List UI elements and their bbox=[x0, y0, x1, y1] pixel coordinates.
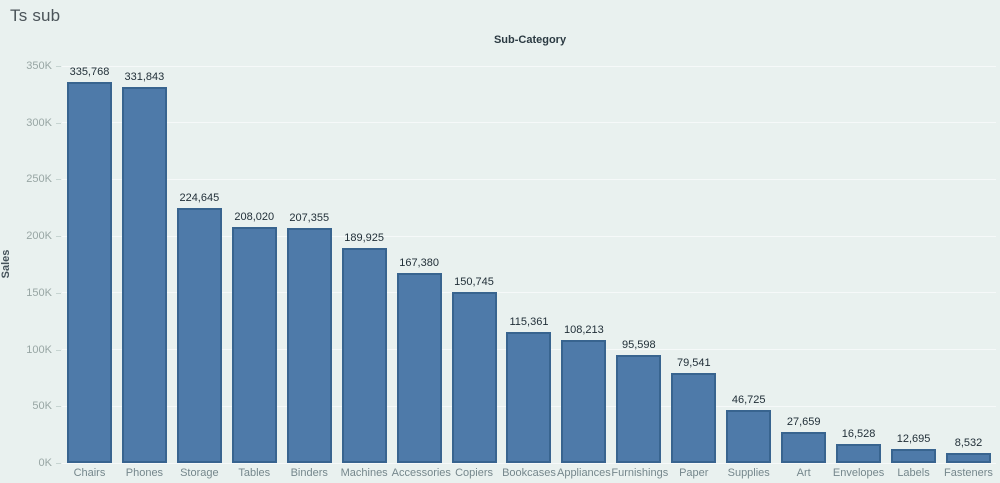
chart-title: Sub-Category bbox=[493, 34, 567, 46]
x-axis: Chairs Phones Storage Tables Binders Machines… bbox=[62, 467, 996, 479]
bar-cell-binders: 207,355 bbox=[282, 66, 337, 463]
bar-value-label: 108,213 bbox=[564, 324, 604, 337]
gridline bbox=[62, 462, 996, 464]
bar-furnishings[interactable] bbox=[616, 354, 662, 463]
bar-value-label: 8,532 bbox=[954, 437, 983, 450]
bar-appliances[interactable] bbox=[561, 340, 607, 463]
x-axis-label-chairs: Chairs bbox=[73, 467, 106, 479]
bar-cell-bookcases: 115,361 bbox=[502, 66, 557, 463]
x-axis-label-accessories: Accessories bbox=[391, 467, 451, 479]
bar-value-label: 27,659 bbox=[786, 415, 821, 428]
bar-value-label: 335,768 bbox=[69, 66, 110, 79]
bar-cell-art: 27,659 bbox=[776, 66, 831, 463]
x-axis-label-binders: Binders bbox=[290, 467, 328, 479]
x-axis-label-machines: Machines bbox=[340, 467, 388, 479]
bar-value-label: 331,843 bbox=[124, 70, 165, 83]
x-axis-label-appliances: Appliances bbox=[556, 467, 611, 479]
x-axis-label-furnishings: Furnishings bbox=[611, 467, 669, 479]
plot-area: 335,768 331,843 224,645 208,020 207,355 189,9… bbox=[62, 65, 996, 464]
bar-cell-copiers: 150,745 bbox=[447, 66, 502, 463]
bar-cell-envelopes: 16,528 bbox=[831, 66, 886, 463]
gridline bbox=[62, 122, 996, 124]
y-axis: 0K 50K 100K 150K 200K 250K 300K 350K bbox=[0, 60, 62, 469]
bar-chairs[interactable] bbox=[66, 82, 112, 463]
bar-value-label: 207,355 bbox=[289, 211, 330, 224]
bar-cell-accessories: 167,380 bbox=[392, 66, 447, 463]
bar-machines[interactable] bbox=[341, 247, 387, 463]
gridline bbox=[62, 235, 996, 237]
y-tick-label: 150K bbox=[26, 286, 52, 299]
bar-value-label: 167,380 bbox=[399, 257, 439, 270]
bar-cell-phones: 331,843 bbox=[117, 66, 172, 463]
bar-fasteners[interactable] bbox=[945, 453, 991, 463]
x-axis-label-copiers: Copiers bbox=[455, 467, 493, 479]
y-tick-label: 250K bbox=[26, 173, 52, 186]
bar-art[interactable] bbox=[781, 431, 827, 463]
bar-cell-paper: 79,541 bbox=[666, 66, 721, 463]
bar-cell-supplies: 46,725 bbox=[721, 66, 776, 463]
bar-supplies[interactable] bbox=[726, 410, 772, 463]
y-tick-label: 0K bbox=[38, 457, 52, 469]
x-axis-label-art: Art bbox=[796, 467, 811, 479]
bar-labels[interactable] bbox=[891, 448, 937, 463]
y-tick-label: 100K bbox=[26, 343, 52, 356]
sheet-title: Ts sub bbox=[10, 6, 61, 25]
x-axis-label-storage: Storage bbox=[180, 467, 219, 479]
bar-cell-chairs: 335,768 bbox=[62, 66, 117, 463]
bar-copiers[interactable] bbox=[451, 292, 497, 463]
y-tick-label: 50K bbox=[32, 400, 52, 413]
bar-binders[interactable] bbox=[286, 227, 332, 463]
bar-paper[interactable] bbox=[671, 372, 717, 463]
gridline bbox=[62, 178, 996, 180]
x-axis-label-paper: Paper bbox=[679, 467, 709, 479]
bar-value-label: 189,925 bbox=[344, 231, 385, 244]
y-tick-label: 300K bbox=[26, 116, 52, 129]
bar-cell-machines: 189,925 bbox=[337, 66, 392, 463]
bar-value-label: 12,695 bbox=[896, 432, 931, 445]
x-axis-label-phones: Phones bbox=[125, 467, 164, 479]
bar-phones[interactable] bbox=[121, 86, 167, 463]
bar-value-label: 95,598 bbox=[622, 338, 656, 351]
y-tick-mark bbox=[56, 349, 61, 351]
bar-value-label: 150,745 bbox=[454, 276, 494, 289]
y-tick-mark bbox=[56, 292, 61, 294]
bar-cell-tables: 208,020 bbox=[227, 66, 282, 463]
x-axis-label-fasteners: Fasteners bbox=[944, 467, 993, 479]
bar-bookcases[interactable] bbox=[506, 332, 552, 463]
bar-value-label: 208,020 bbox=[234, 211, 275, 224]
bar-value-label: 16,528 bbox=[841, 428, 876, 441]
y-tick-label: 200K bbox=[26, 230, 52, 243]
bar-cell-furnishings: 95,598 bbox=[611, 66, 666, 463]
gridline bbox=[62, 292, 996, 294]
bar-tables[interactable] bbox=[231, 227, 277, 463]
x-axis-label-supplies: Supplies bbox=[727, 467, 770, 479]
bar-accessories[interactable] bbox=[396, 273, 442, 463]
bar-value-label: 79,541 bbox=[676, 356, 711, 369]
bar-value-label: 224,645 bbox=[179, 192, 220, 205]
x-axis-label-tables: Tables bbox=[238, 467, 271, 479]
y-tick-mark bbox=[56, 66, 61, 67]
bar-envelopes[interactable] bbox=[836, 444, 882, 463]
bar-cell-labels: 12,695 bbox=[886, 66, 941, 463]
gridline bbox=[62, 65, 996, 67]
bar-series: 335,768 331,843 224,645 208,020 207,355 189,9… bbox=[62, 66, 996, 463]
bar-value-label: 115,361 bbox=[509, 316, 549, 329]
x-axis-label-envelopes: Envelopes bbox=[832, 467, 885, 479]
bar-storage[interactable] bbox=[176, 208, 222, 463]
y-tick-mark bbox=[56, 463, 61, 464]
bar-cell-appliances: 108,213 bbox=[556, 66, 611, 463]
bar-cell-storage: 224,645 bbox=[172, 66, 227, 463]
y-tick-mark bbox=[56, 122, 61, 124]
y-tick-mark bbox=[56, 406, 61, 408]
x-axis-label-bookcases: Bookcases bbox=[502, 467, 556, 479]
y-tick-label: 350K bbox=[26, 60, 52, 72]
y-tick-mark bbox=[56, 236, 61, 238]
x-axis-label-labels: Labels bbox=[897, 467, 930, 479]
bar-value-label: 46,725 bbox=[731, 394, 766, 407]
bar-cell-fasteners: 8,532 bbox=[941, 66, 996, 463]
y-tick-mark bbox=[56, 179, 61, 181]
